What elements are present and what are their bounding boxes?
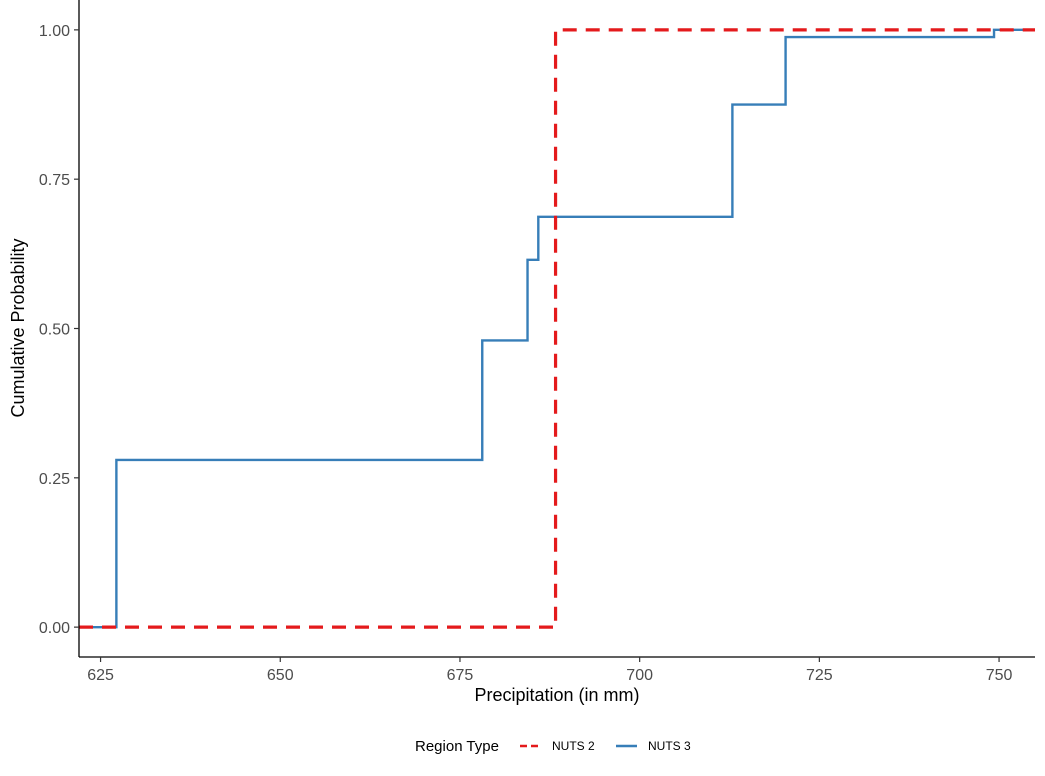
- series-line-nuts-3: [79, 28, 1035, 629]
- legend-title: Region Type: [415, 738, 499, 755]
- y-tick-label: 0.00: [39, 620, 70, 637]
- legend-label-nuts2: NUTS 2: [552, 739, 595, 753]
- y-tick-label: 1.00: [39, 23, 70, 40]
- x-axis-title: Precipitation (in mm): [474, 685, 639, 705]
- x-tick-label: 750: [986, 667, 1013, 684]
- x-tick-label: 725: [806, 667, 833, 684]
- x-tick-label: 625: [87, 667, 114, 684]
- series-line-nuts-2: [79, 28, 1035, 629]
- x-tick-label: 675: [447, 667, 474, 684]
- y-ticks: 0.00 0.25 0.50 0.75 1.00: [39, 23, 79, 637]
- x-ticks: 625 650 675 700 725 750: [87, 657, 1013, 684]
- axes-layer: [78, 0, 1035, 658]
- legend-label-nuts3: NUTS 3: [648, 739, 691, 753]
- y-tick-label: 0.25: [39, 471, 70, 488]
- y-tick-label: 0.50: [39, 322, 70, 339]
- x-tick-label: 700: [626, 667, 653, 684]
- y-axis-title: Cumulative Probability: [8, 238, 28, 417]
- x-tick-label: 650: [267, 667, 294, 684]
- legend: Region Type NUTS 2 NUTS 3: [415, 738, 691, 755]
- y-tick-label: 0.75: [39, 172, 70, 189]
- series-layer: [79, 28, 1035, 629]
